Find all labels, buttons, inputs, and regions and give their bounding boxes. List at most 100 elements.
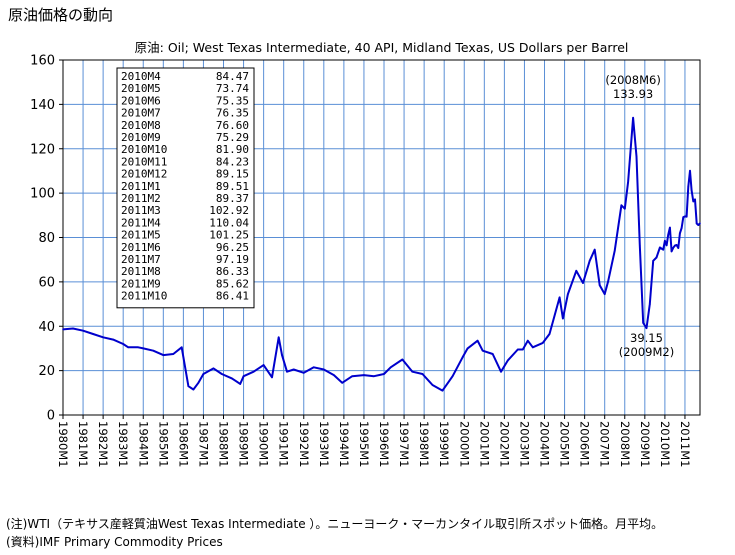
data-table-value: 81.90 [216,143,249,156]
data-table-value: 110.04 [209,216,249,229]
data-point [192,388,195,391]
x-tick-label: 1999M1 [437,421,451,468]
data-point [526,339,529,342]
data-point [152,349,155,352]
x-tick-label: 1995M1 [357,421,371,468]
data-point [292,368,295,371]
data-point [312,366,315,369]
data-point [271,376,273,379]
data-table-month: 2010M6 [121,94,161,107]
data-point [699,222,701,225]
data-point [441,389,444,392]
data-table-month: 2011M6 [121,241,161,254]
data-point [598,284,601,287]
data-point [102,336,104,339]
x-tick-label: 1982M1 [96,421,110,468]
data-table-month: 2011M10 [121,290,167,303]
data-table-month: 2011M1 [121,180,161,193]
chart-title: 原油: Oil; West Texas Intermediate, 40 API… [135,40,629,55]
y-tick-label: 0 [47,409,55,424]
data-point [122,343,124,345]
data-point [481,349,484,352]
x-tick-label: 1980M1 [56,421,70,468]
data-point [373,375,375,377]
data-point [685,215,688,218]
y-tick-label: 20 [38,364,55,379]
source-note: (資料)IMF Primary Commodity Prices [6,535,223,549]
data-table-value: 89.51 [216,180,249,193]
x-tick-label: 1996M1 [377,421,391,468]
data-point [603,293,606,295]
data-point [607,281,609,283]
data-point [652,259,654,262]
data-point [655,256,658,259]
data-point [180,346,183,349]
data-point [62,328,64,331]
data-point [627,181,629,183]
x-tick-label: 1994M1 [337,421,351,468]
data-point [476,339,479,342]
x-tick-label: 2008M1 [618,421,632,468]
data-point [567,293,569,295]
y-tick-label: 80 [38,231,55,246]
data-table-month: 2010M4 [121,70,161,83]
data-point [142,347,145,350]
data-point [212,367,215,370]
data-point [620,204,623,207]
data-point [682,216,685,218]
data-point [351,375,354,377]
data-point [662,248,665,251]
data-table-value: 86.41 [216,290,249,303]
wti-price-line [62,116,701,392]
data-point [231,377,233,380]
page-title: 原油価格の動向 [8,6,114,24]
data-table-box [116,67,255,309]
data-point [697,224,700,226]
data-point [532,346,534,349]
data-table-value: 89.15 [216,168,249,181]
x-tick-label: 2003M1 [517,421,531,468]
data-table-month: 2010M9 [121,131,161,144]
data-point [613,250,616,252]
data-table-value: 84.23 [216,155,249,168]
data-point [187,385,190,387]
data-table-value: 85.62 [216,277,249,290]
x-tick-label: 2011M1 [678,421,692,468]
data-point [690,189,693,192]
data-table-month: 2011M7 [121,253,161,266]
peak-trough-annotation: (2008M6) [605,73,660,87]
data-point [692,200,695,203]
data-point [684,215,686,218]
data-table-month: 2011M2 [121,192,161,205]
data-point [411,370,414,373]
data-point [521,348,524,351]
plot-area-border [62,59,701,416]
data-table-value: 89.37 [216,192,249,205]
y-tick-label: 160 [30,54,55,69]
data-point [491,353,494,355]
x-tick-label: 2001M1 [477,421,491,468]
data-point [687,185,690,188]
data-table-month: 2011M8 [121,265,161,278]
data-point [466,347,469,350]
x-tick-label: 1993M1 [317,421,331,468]
data-point [677,247,680,249]
data-point [252,370,255,373]
x-tick-label: 2006M1 [578,421,592,468]
data-point [542,342,544,344]
x-tick-label: 1992M1 [297,421,311,468]
data-point [431,384,434,386]
data-point [197,382,200,384]
peak-trough-annotation: (2009M2) [619,345,674,359]
data-point [582,282,584,284]
data-table-value: 86.33 [216,265,249,278]
x-tick-label: 1984M1 [136,421,150,468]
x-tick-label: 2007M1 [598,421,612,468]
data-point [302,372,305,374]
data-point [277,336,280,339]
x-tick-label: 1997M1 [397,421,411,468]
data-point [588,259,591,262]
data-table-value: 75.29 [216,131,249,144]
data-table-value: 75.35 [216,94,249,107]
